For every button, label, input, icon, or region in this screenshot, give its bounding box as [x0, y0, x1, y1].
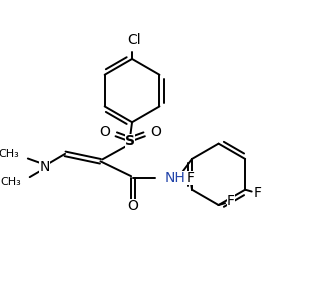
- Text: F: F: [227, 194, 235, 208]
- Text: NH: NH: [164, 171, 185, 185]
- Text: F: F: [186, 171, 194, 185]
- Text: F: F: [253, 186, 261, 200]
- Text: Cl: Cl: [127, 33, 141, 47]
- Text: CH₃: CH₃: [1, 177, 21, 187]
- Text: S: S: [125, 134, 135, 148]
- Text: N: N: [39, 160, 50, 174]
- Text: O: O: [150, 125, 161, 139]
- Text: O: O: [128, 199, 139, 213]
- Text: O: O: [100, 125, 110, 139]
- Text: CH₃: CH₃: [0, 149, 20, 159]
